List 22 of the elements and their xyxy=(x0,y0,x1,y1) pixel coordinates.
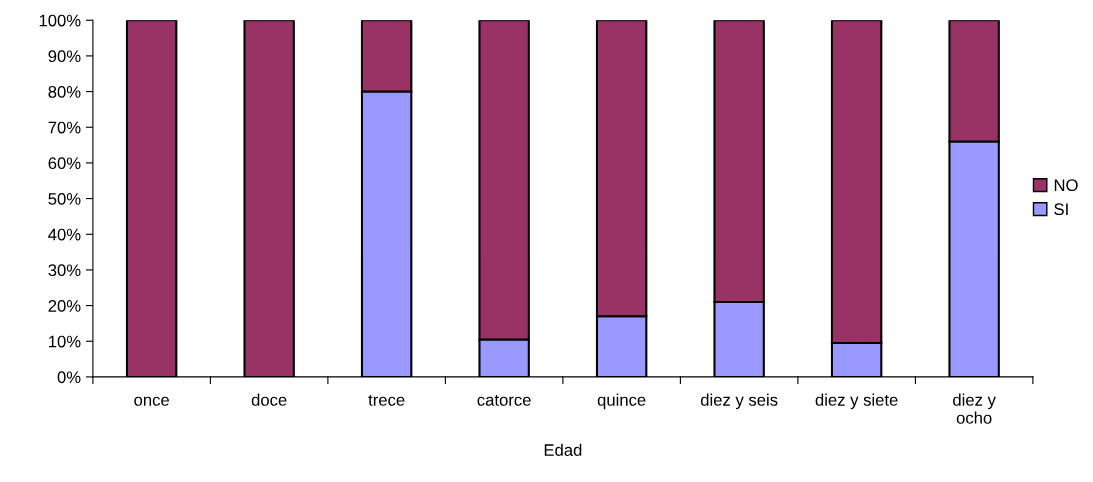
y-tick-label: 100% xyxy=(39,14,81,27)
y-tick-label: 10% xyxy=(49,335,81,348)
y-tick-label: 90% xyxy=(48,50,81,63)
y-tick-label: 30% xyxy=(48,264,81,277)
y-tick-label: 50% xyxy=(48,192,81,205)
x-tick-label: doce xyxy=(251,393,287,406)
y-tick-label: 70% xyxy=(48,121,81,134)
y-tick-label: 60% xyxy=(48,157,81,170)
y-tick-label: 20% xyxy=(48,299,81,312)
x-tick-label: quince xyxy=(597,393,646,410)
x-tick-label: trece xyxy=(368,394,405,406)
x-tick-label: diez y ocho xyxy=(953,393,996,424)
y-tick-label: 0% xyxy=(57,371,81,384)
x-axis-title: Edad xyxy=(544,443,582,456)
x-tick-label: diez y seis xyxy=(700,393,778,410)
x-tick-label: once xyxy=(134,396,169,406)
y-tick-label: 40% xyxy=(48,228,81,241)
x-tick-label: diez y siete xyxy=(815,393,898,410)
x-tick-label: catorce xyxy=(477,394,531,406)
legend-label: SI xyxy=(1054,203,1068,216)
legend-label: NO xyxy=(1054,179,1078,192)
y-tick-label: 80% xyxy=(48,85,81,98)
